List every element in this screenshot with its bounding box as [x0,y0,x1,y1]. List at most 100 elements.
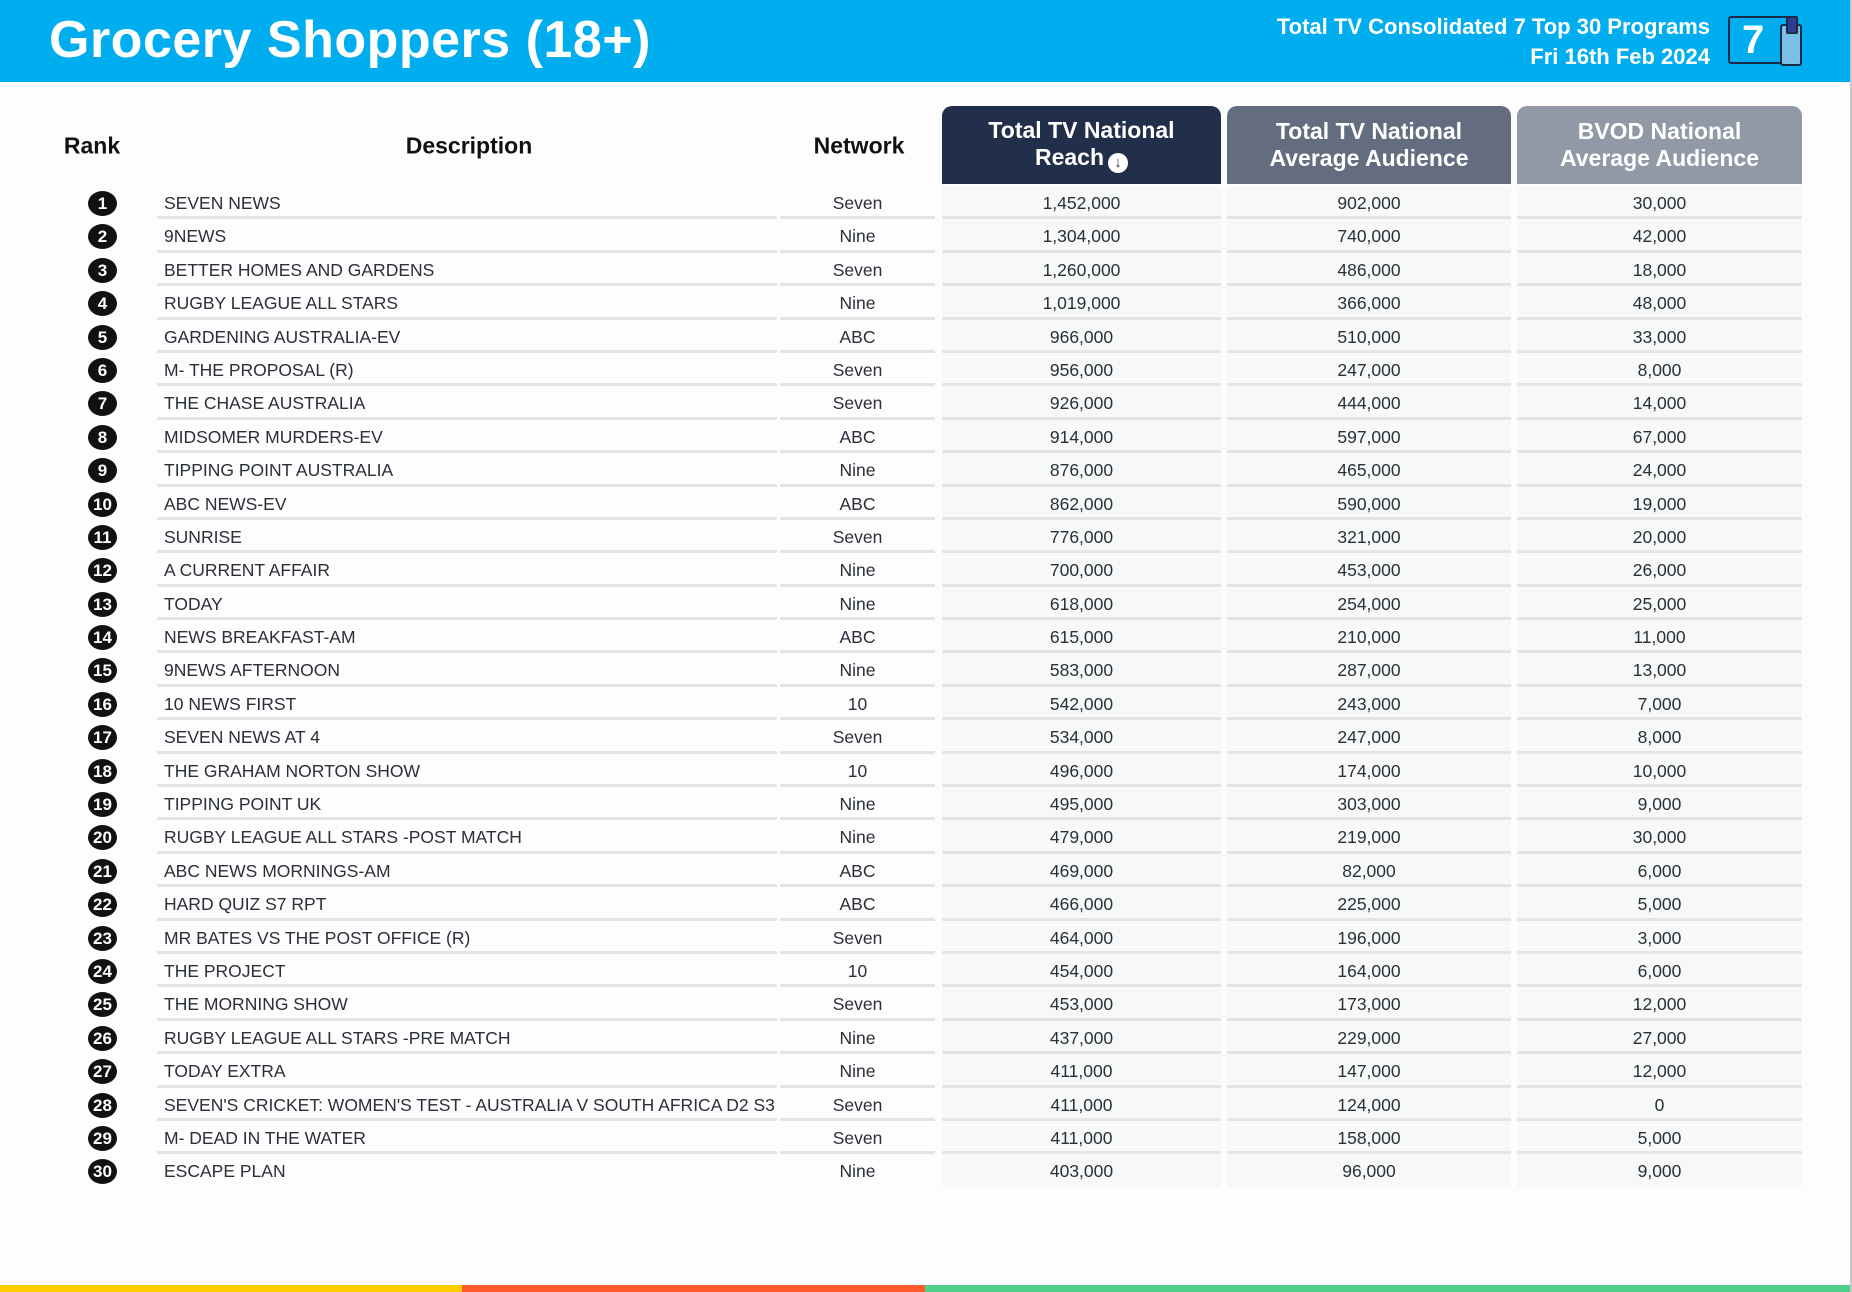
rank-badge: 23 [88,925,117,951]
rank-badge: 3 [88,257,117,283]
program-description: ESCAPE PLAN [164,1161,286,1182]
average-audience-value: 486,000 [1227,252,1511,287]
average-audience-value: 321,000 [1227,519,1511,554]
rank-badge: 18 [88,758,117,784]
reach-value: 1,019,000 [942,286,1221,320]
table-row: 21 ABC NEWS MORNINGS-AM ABC 469,000 82,000 6,… [0,853,1850,888]
network-name: Nine [780,787,935,821]
column-header-bvod-line1: BVOD National [1577,118,1742,144]
program-description: RUGBY LEAGUE ALL STARS [157,286,777,320]
bvod-audience-value: 6,000 [1517,953,1802,988]
program-description: SUNRISE [157,520,777,554]
program-description: GARDENING AUSTRALIA-EV [157,320,777,353]
network-name: Seven [780,987,935,1021]
reach-value: 534,000 [942,720,1221,754]
table-row: 11 SUNRISE Seven 776,000 321,000 20,000 [0,519,1850,554]
bvod-audience-value: 26,000 [1517,553,1802,587]
program-description: SEVEN NEWS [157,186,777,220]
network-name: ABC [780,420,935,454]
table-row: 14 NEWS BREAKFAST-AM ABC 615,000 210,000 11,0… [0,620,1850,654]
tv-and-mobile-icon: 7 [1728,16,1806,66]
table-row: 23 MR BATES VS THE POST OFFICE (R) Seven 46… [0,920,1850,954]
table-row: 22 HARD QUIZ S7 RPT ABC 466,000 225,000 5,000 [0,887,1850,921]
reach-value: 466,000 [942,887,1221,921]
average-audience-value: 247,000 [1227,720,1511,754]
reach-value: 479,000 [942,820,1221,854]
rank-badge: 24 [88,958,117,984]
footer-stripe-orange [462,1285,925,1292]
table-row: 2 9NEWS Nine 1,304,000 740,000 42,000 [0,219,1850,253]
reach-value: 926,000 [942,386,1221,420]
average-audience-value: 902,000 [1227,186,1511,220]
program-description: MIDSOMER MURDERS-EV [157,420,777,454]
reach-value: 966,000 [942,319,1221,353]
program-description: ABC NEWS-EV [157,487,777,520]
sort-descending-icon[interactable]: ↓ [1108,153,1129,173]
table-row: 20 RUGBY LEAGUE ALL STARS -POST MATCH Nine… [0,820,1850,854]
network-name: Seven [780,353,935,387]
bvod-audience-value: 0 [1517,1087,1802,1121]
rank-badge: 6 [88,357,117,383]
network-name: Nine [780,286,935,320]
program-description: TODAY EXTRA [157,1054,777,1088]
network-name: Seven [780,520,935,554]
program-description: RUGBY LEAGUE ALL STARS -POST MATCH [157,820,777,854]
bvod-audience-value: 12,000 [1517,1054,1802,1088]
average-audience-value: 210,000 [1227,620,1511,654]
network-name: Seven [780,720,935,754]
rank-badge: 12 [88,558,117,584]
report-name: Total TV Consolidated 7 Top 30 Programs [1276,14,1710,39]
average-audience-value: 174,000 [1227,753,1511,788]
column-header-bvod-audience[interactable]: BVOD National Average Audience [1517,106,1802,184]
program-description: ABC NEWS MORNINGS-AM [157,854,777,888]
program-description: THE CHASE AUSTRALIA [157,386,777,420]
program-table: 1 SEVEN NEWS Seven 1,452,000 902,000 30,000 2 9… [0,186,1850,1188]
reach-value: 454,000 [942,953,1221,988]
program-description: 9NEWS [157,219,777,253]
rank-badge: 4 [88,291,117,317]
network-name: Seven [780,253,935,287]
column-header-rank: Rank [63,132,121,159]
bvod-audience-value: 9,000 [1517,1154,1802,1188]
average-audience-value: 219,000 [1227,820,1511,854]
average-audience-value: 247,000 [1227,352,1511,387]
average-audience-value: 366,000 [1227,286,1511,320]
bvod-audience-value: 20,000 [1517,519,1802,554]
bvod-audience-value: 42,000 [1517,219,1802,253]
bvod-audience-value: 13,000 [1517,653,1802,687]
average-audience-value: 597,000 [1227,419,1511,454]
bvod-audience-value: 19,000 [1517,486,1802,520]
network-name: Nine [780,653,935,687]
column-header-reach[interactable]: Total TV National Reach ↓ [942,106,1221,184]
program-description: MR BATES VS THE POST OFFICE (R) [157,921,777,954]
reach-value: 495,000 [942,787,1221,821]
bvod-audience-value: 10,000 [1517,753,1802,788]
average-audience-value: 453,000 [1227,553,1511,587]
average-audience-value: 196,000 [1227,920,1511,954]
column-header-description: Description [405,132,533,159]
program-description: SEVEN NEWS AT 4 [157,720,777,754]
table-row: 30 ESCAPE PLAN Nine 403,000 96,000 9,000 [0,1154,1850,1188]
program-description: BETTER HOMES AND GARDENS [157,253,777,287]
rank-badge: 22 [88,892,117,918]
program-description: TIPPING POINT UK [157,787,777,821]
average-audience-value: 164,000 [1227,953,1511,988]
rank-badge: 25 [88,992,117,1018]
rank-badge: 13 [88,591,117,617]
table-row: 8 MIDSOMER MURDERS-EV ABC 914,000 597,000 67,… [0,419,1850,454]
report-date: Fri 16th Feb 2024 [1530,44,1710,69]
rank-badge: 8 [88,424,117,450]
column-header-average-audience[interactable]: Total TV National Average Audience [1227,106,1511,184]
program-description: 10 NEWS FIRST [157,687,777,721]
average-audience-value: 147,000 [1227,1054,1511,1088]
column-header-bvod-line2: Average Audience [1560,145,1759,171]
rank-badge: 19 [88,792,117,818]
program-description: 9NEWS AFTERNOON [157,653,777,687]
rank-badge: 5 [88,324,117,350]
rank-badge: 21 [88,858,117,884]
mobile-device-small-icon [1786,16,1798,34]
network-name: Nine [780,1021,935,1055]
reach-value: 411,000 [942,1054,1221,1088]
rank-badge: 28 [88,1092,117,1118]
average-audience-value: 82,000 [1227,853,1511,888]
